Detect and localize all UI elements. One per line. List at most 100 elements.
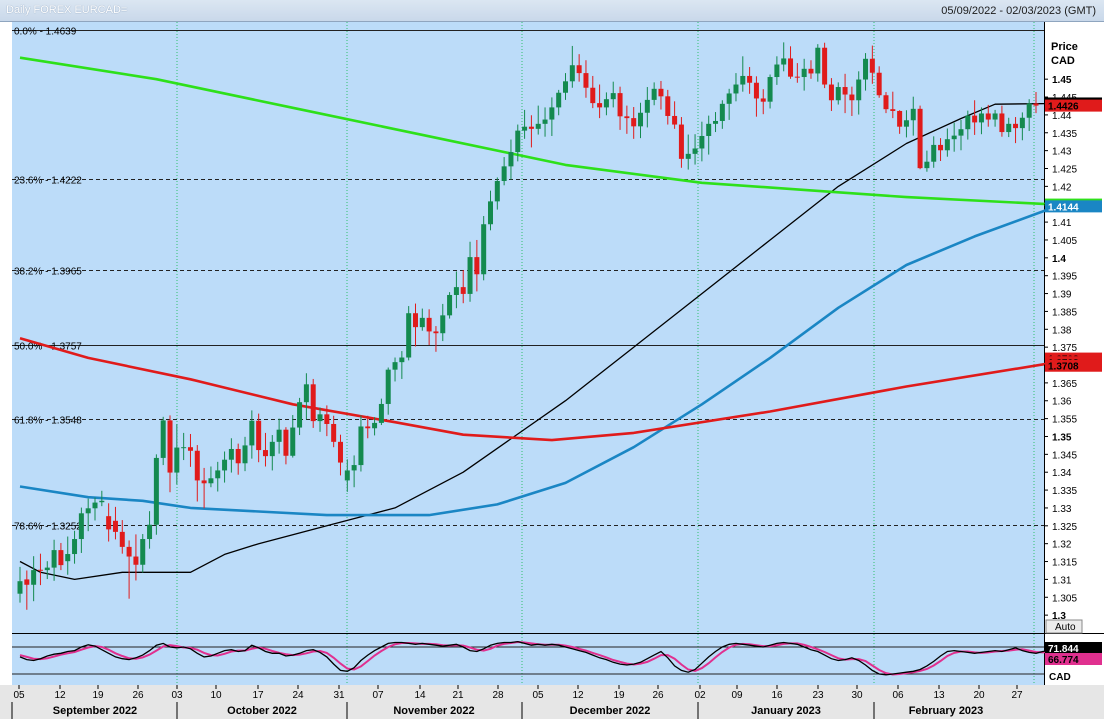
candle-body [753,82,759,99]
candle-body [801,68,807,78]
candle-body [58,550,64,566]
candle-body [324,414,330,424]
x-day-label: 19 [92,690,104,701]
last-value-label: 1.4144 [1048,202,1079,213]
candle-body [194,450,200,481]
y-tick-label: 1.4 [1052,254,1066,265]
candle-body [337,441,343,463]
candle-body [678,124,684,159]
candle-body [924,161,930,169]
x-day-label: 16 [771,690,783,701]
candle-body [638,112,644,127]
candle-body [767,77,773,102]
oscillator-plot-area[interactable] [12,634,1044,685]
last-value-label: 1.3708 [1048,362,1079,373]
candle-body [331,423,337,442]
candle-body [863,58,869,80]
candle-body [24,579,30,585]
fib-label: 38.2% - 1.3965 [14,267,82,278]
candle-body [815,47,821,74]
candle-body [726,93,732,104]
candle-body [631,118,637,127]
candle-body [951,135,957,140]
candle-body [719,103,725,121]
oscillator-value-label: 66.774 [1048,655,1079,666]
time-axis[interactable]: 05 12 19 26 03 10 17 24 31 07 14 21 28 05 12 19 26 02 09 16… [11,685,1023,719]
y-tick-label: 1.325 [1052,522,1077,533]
candle-body [44,567,50,571]
candle-body [944,139,950,151]
x-day-label: 21 [452,690,464,701]
candle-body [256,420,262,451]
price-chart[interactable]: 0.0% - 1.4639 23.6% - 1.4222 38.2% - 1.396… [0,22,1104,719]
candle-body [262,450,268,457]
x-day-label: 05 [532,690,544,701]
candle-body [1006,123,1012,133]
candle-body [351,465,357,471]
candle-body [453,287,459,295]
price-plot-area[interactable] [12,22,1044,633]
candle-body [181,447,187,449]
candle-body [890,109,896,111]
candle-body [487,201,493,225]
candle-body [972,115,978,123]
candle-body [92,502,98,509]
y-tick-label: 1.31 [1052,575,1072,586]
candle-body [412,313,418,328]
candle-body [290,427,296,456]
y-tick-label: 1.425 [1052,164,1077,175]
x-day-label: 03 [171,690,183,701]
y-tick-label: 1.43 [1052,147,1072,158]
candle-body [706,123,712,136]
x-day-label: 06 [892,690,904,701]
price-axis-currency: CAD [1051,55,1075,67]
candle-body [372,422,378,429]
candle-body [542,119,548,124]
moving-average-line [19,102,1057,581]
candle-body [344,470,350,481]
candle-body [931,144,937,162]
moving-average-line [19,336,1057,442]
candle-body [788,58,794,77]
oscillator-value-box [1045,642,1102,654]
candle-body [644,99,650,113]
candles [17,42,1039,610]
x-day-label: 30 [851,690,863,701]
oscillator-value-label: 71.844 [1048,644,1079,655]
y-tick-label: 1.365 [1052,379,1077,390]
candle-body [51,550,57,568]
candle-body [140,539,146,565]
fib-label: 23.6% - 1.4222 [14,176,82,187]
y-tick-label: 1.435 [1052,129,1077,140]
y-tick-label: 1.395 [1052,272,1077,283]
x-day-label: 07 [372,690,384,701]
y-tick-label: 1.39 [1052,290,1072,301]
candle-body [740,75,746,85]
y-tick-label: 1.45 [1052,75,1072,86]
candle-body [528,126,534,129]
candle-body [433,331,439,334]
x-day-label: 31 [333,690,345,701]
candle-body [849,94,855,101]
y-tick-label: 1.335 [1052,486,1077,497]
auto-scale-button[interactable]: Auto [1045,619,1083,634]
candle-body [556,92,562,108]
y-tick-label: 1.405 [1052,236,1077,247]
candle-body [310,384,316,422]
candle-body [692,148,698,154]
candle-body [842,87,848,95]
candle-body [1013,123,1019,129]
oscillator-currency: CAD [1049,672,1071,683]
candle-body [903,120,909,127]
x-day-label: 17 [252,690,264,701]
candle-body [808,68,814,74]
candle-body [78,513,84,540]
y-tick-label: 1.32 [1052,540,1072,551]
candle-body [522,126,528,131]
y-tick-label: 1.3 [1052,611,1066,622]
y-tick-label: 1.42 [1052,182,1072,193]
candle-body [515,130,521,153]
moving-average-line [19,56,1057,206]
candle-body [985,113,991,120]
